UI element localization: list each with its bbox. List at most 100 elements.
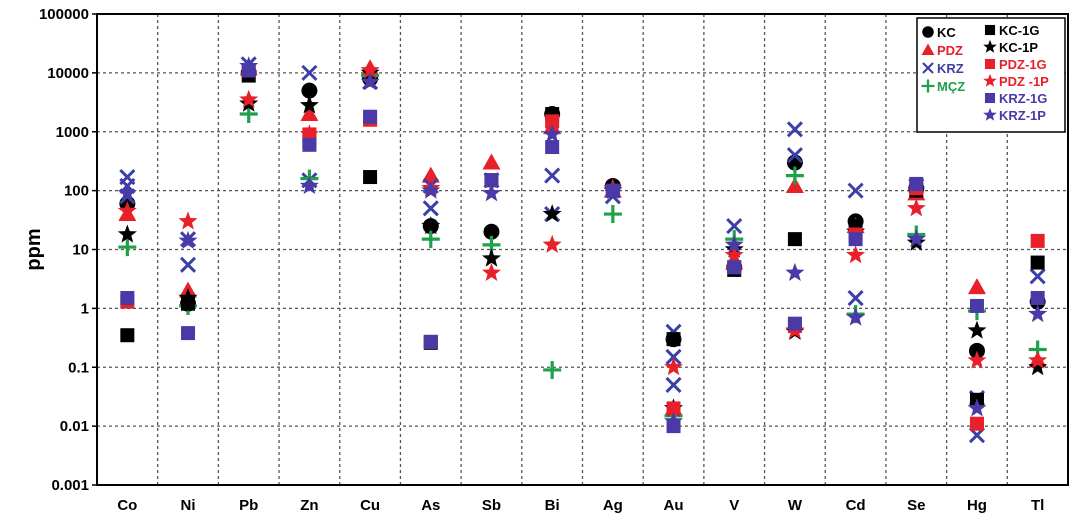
data-point-krz-1p (967, 398, 987, 417)
data-point-kc-1p (299, 95, 319, 114)
data-point-pdz-1p (967, 350, 987, 369)
data-point-krz-1p (239, 56, 259, 75)
data-point-krz-1p (664, 411, 683, 430)
data-point-pdz-1p (482, 262, 501, 281)
data-point-krz (786, 147, 803, 164)
data-point-kc (483, 223, 500, 240)
legend-label: KRZ-1P (999, 108, 1046, 123)
legend-label: PDZ (937, 43, 963, 58)
y-tick-label: 10000 (47, 65, 89, 82)
x-tick-label: Ni (181, 497, 196, 514)
legend-label: KC-1P (999, 40, 1038, 55)
data-point-kc-1g (120, 328, 135, 343)
data-point-krz-1p (724, 234, 744, 253)
data-point-pdz (421, 166, 440, 183)
data-point-krz-1p (299, 176, 319, 195)
data-point-krz-1p (906, 229, 926, 248)
data-point-krz (1029, 268, 1046, 285)
data-point-krz-1g (787, 316, 802, 331)
data-point-pdz-1p (239, 89, 259, 108)
legend-marker (983, 107, 997, 121)
data-point-pdz-1p (299, 124, 319, 143)
data-point-pdz-1p (1028, 350, 1048, 369)
legend: KC PDZ KRZ MÇZ KC-1G KC-1P PDZ-1G PDZ -1P KRZ-1G… (916, 17, 1066, 133)
data-point-krz (847, 289, 864, 307)
data-point-krz-1p (603, 180, 623, 199)
x-tick-label: Au (664, 497, 684, 514)
data-point-kc-1p (482, 248, 501, 267)
x-tick-labels: Co Ni Pb Zn Cu As Sb Bi Ag Au V W Cd Se Hg Tl (117, 497, 1044, 514)
legend-marker (984, 92, 996, 104)
legend-marker (921, 43, 935, 56)
data-point-krz (665, 376, 682, 394)
data-point-kc-1p (117, 224, 137, 243)
y-tick-labels: 0.001 0.01 0.1 1 10 100 1000 10000 100000 (39, 6, 97, 494)
y-tick-label: 10 (72, 242, 89, 259)
data-point-pdz-1g (1030, 233, 1045, 248)
x-tick-label: Ag (603, 497, 623, 514)
data-point-krz-1g (545, 140, 560, 155)
legend-label: KRZ-1G (999, 91, 1047, 106)
data-point-m-z (603, 205, 622, 224)
data-point-pdz-1g (545, 114, 560, 129)
data-point-kc-1p (967, 320, 987, 339)
legend-label: MÇZ (937, 79, 965, 94)
data-point-krz (847, 182, 864, 199)
legend-marker (922, 26, 934, 38)
data-point-krz-1p (117, 183, 137, 202)
data-point-m-z (239, 105, 258, 124)
y-tick-label: 0.01 (60, 418, 89, 435)
data-point-krz-1p (482, 183, 501, 202)
data-point-pdz-1g (666, 401, 681, 416)
legend-marker (921, 79, 935, 93)
data-point-krz-1g (302, 137, 317, 152)
data-point-krz-1g (120, 291, 135, 306)
data-point-pdz (300, 105, 319, 122)
data-point-m-z (421, 230, 440, 249)
legend-marker (983, 39, 997, 53)
data-point-krz-1p (1028, 304, 1048, 323)
data-point-pdz-1p (542, 234, 562, 253)
legend-marker (922, 62, 934, 74)
data-point-krz-1g (423, 334, 438, 349)
data-point-pdz-1p (117, 201, 137, 220)
x-tick-label: Cd (846, 497, 866, 514)
data-point-krz-1p (785, 262, 805, 281)
data-point-krz-1g (484, 173, 499, 188)
x-tick-label: Hg (967, 497, 987, 514)
data-point-kc-1g (666, 332, 681, 347)
legend-marker (984, 58, 996, 70)
x-tick-label: W (788, 497, 803, 514)
data-point-krz (726, 218, 743, 235)
data-point-kc-1p (1028, 357, 1048, 376)
data-point-krz (544, 167, 561, 184)
data-point-m-z (785, 166, 804, 185)
data-point-krz-1g (969, 298, 984, 313)
data-point-krz (786, 121, 803, 138)
data-point-pdz-1g (969, 416, 984, 431)
data-point-pdz-1p (724, 245, 744, 264)
data-point-krz-1p (421, 180, 441, 199)
data-point-kc-1p (178, 288, 198, 307)
y-tick-label: 0.1 (68, 359, 89, 376)
plot-frame (96, 13, 1069, 486)
legend-label: KC (937, 25, 956, 40)
data-point-pdz-1p (906, 198, 926, 217)
data-point-pdz-1p (360, 60, 380, 79)
legend-marker (984, 24, 996, 36)
legend-label: KRZ (937, 61, 964, 76)
data-point-m-z (118, 238, 137, 257)
data-point-kc-1g (787, 232, 802, 247)
legend-label: PDZ -1P (999, 74, 1049, 89)
data-point-krz (301, 64, 318, 81)
data-point-kc-1p (542, 204, 562, 223)
data-point-krz-1g (363, 109, 378, 124)
data-point-kc-1p (421, 216, 441, 235)
x-tick-label: Sb (482, 497, 501, 514)
y-tick-label: 100000 (39, 6, 89, 23)
data-point-pdz-1p (178, 211, 198, 230)
y-tick-label: 1 (81, 300, 89, 317)
x-tick-label: Tl (1031, 497, 1044, 514)
data-point-krz (422, 200, 439, 217)
